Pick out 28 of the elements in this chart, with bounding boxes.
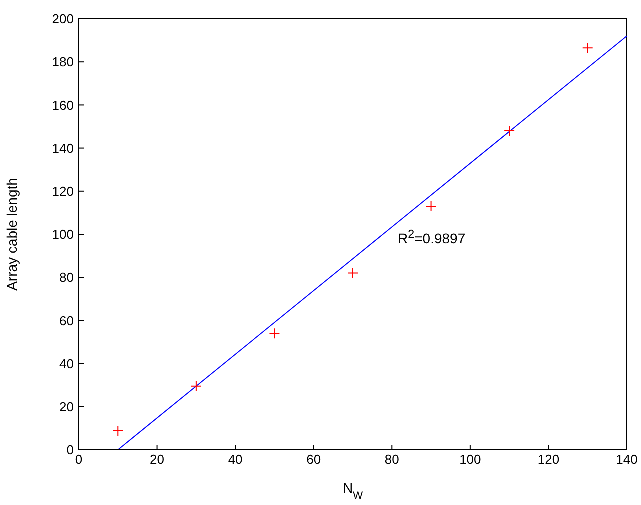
x-tick-label: 140 (616, 452, 638, 468)
y-tick-label: 0 (66, 442, 74, 458)
x-tick-label: 80 (384, 452, 400, 468)
y-tick-label: 200 (52, 12, 74, 27)
y-tick-label: 40 (60, 356, 74, 372)
y-tick-label: 100 (52, 227, 74, 242)
point (112, 426, 124, 437)
y-tick-label: 120 (52, 184, 74, 200)
point (348, 268, 358, 279)
annotation: R$^{2}$=0.9897 (398, 228, 466, 247)
y-tick-label: 140 (52, 140, 74, 156)
point (426, 200, 437, 212)
x-tick-label: 40 (228, 452, 243, 468)
y-tick-label: 160 (52, 98, 74, 113)
x-axis-title: N$_{W}$ (342, 480, 364, 502)
y-tick-label: 20 (60, 400, 74, 415)
y-tick-label: 60 (60, 313, 74, 328)
point (190, 380, 202, 392)
x-tick-label: 120 (538, 452, 560, 468)
y-tick-label: 180 (52, 54, 74, 70)
x-tick-label: 20 (150, 452, 165, 468)
point (582, 42, 594, 54)
y-tick-label: 80 (60, 270, 74, 286)
y-axis-title: Array cable length (4, 178, 20, 291)
point (504, 126, 516, 137)
x-tick-label: 60 (306, 452, 322, 468)
point (269, 328, 280, 340)
x-tick-label: 100 (460, 452, 482, 468)
